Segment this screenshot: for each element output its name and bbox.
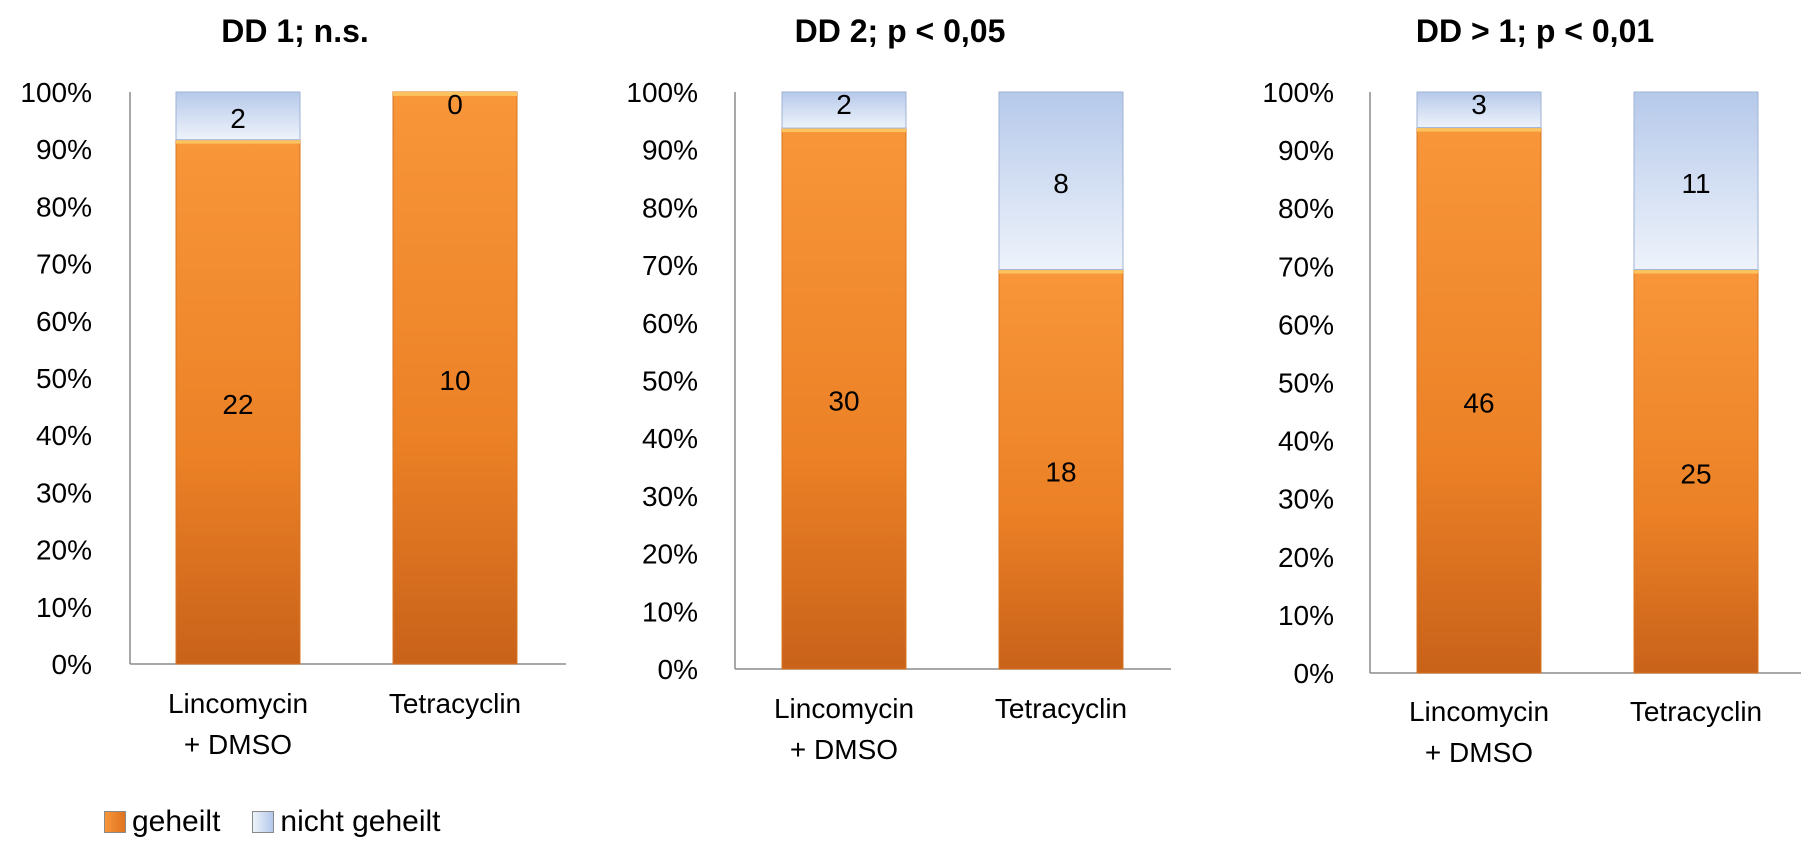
y-tick-label: 50%: [1278, 368, 1334, 399]
data-label: 22: [222, 389, 253, 420]
chart-panel-3: DD > 1; p < 0,01 0% 10% 20% 30% 40% 50% 60% 70% 8…: [1262, 13, 1801, 768]
y-tick-label: 0%: [1294, 658, 1334, 689]
legend-label-geheilt: geheilt: [132, 805, 221, 838]
y-tick-label: 50%: [36, 363, 92, 394]
y-tick-label: 80%: [36, 191, 92, 222]
y-tick-label: 100%: [626, 77, 698, 108]
legend-swatch-geheilt: [104, 811, 126, 833]
bar-segment-geheilt: [392, 91, 518, 665]
chart-title: DD 2; p < 0,05: [795, 13, 1006, 49]
legend-label-nicht-geheilt: nicht geheilt: [280, 805, 441, 838]
y-tick-label: 10%: [1278, 600, 1334, 631]
data-label: 25: [1680, 458, 1711, 489]
y-tick-label: 20%: [642, 539, 698, 570]
bar-highlight: [782, 128, 906, 133]
bar-segment-nicht-geheilt: [175, 91, 301, 141]
x-category-label: + DMSO: [184, 729, 292, 760]
y-tick-label: 40%: [642, 423, 698, 454]
chart-title: DD 1; n.s.: [221, 13, 369, 49]
bar-segment-geheilt: [1633, 269, 1759, 674]
y-tick-label: 70%: [36, 249, 92, 280]
data-label: 30: [828, 386, 859, 417]
y-tick-label: 90%: [36, 134, 92, 165]
data-label: 3: [1471, 89, 1487, 120]
y-tick-label: 30%: [642, 481, 698, 512]
y-tick-label: 20%: [36, 535, 92, 566]
bar-segment-geheilt: [781, 127, 907, 670]
y-tick-label: 80%: [642, 192, 698, 223]
legend-swatch-nicht-geheilt: [252, 811, 275, 833]
charts-canvas: DD 1; n.s.0%10%20%30%40%50%60%70%80%90%1…: [20, 13, 1801, 768]
y-tick-label: 10%: [36, 592, 92, 623]
y-tick-label: 50%: [642, 366, 698, 397]
chart-legend: geheilt nicht geheilt: [104, 804, 441, 840]
bar-highlight: [393, 92, 517, 96]
bar-segment-nicht-geheilt: [1416, 91, 1542, 129]
y-tick-label: 40%: [36, 420, 92, 451]
y-tick-label: 80%: [1278, 193, 1334, 224]
data-label: 8: [1053, 168, 1069, 199]
chart-panel-2: DD 2; p < 0,05 0% 10% 20% 30% 40% 50% 60% 70% 80%…: [626, 13, 1171, 765]
data-label: 0: [447, 89, 463, 120]
y-tick-label: 30%: [36, 477, 92, 508]
y-tick-label: 30%: [1278, 484, 1334, 515]
bar-segment-nicht-geheilt: [998, 91, 1124, 271]
y-tick-label: 90%: [642, 135, 698, 166]
bar-highlight: [176, 139, 300, 144]
y-tick-label: 100%: [20, 77, 92, 108]
y-tick-label: 20%: [1278, 542, 1334, 573]
bar-highlight: [1417, 127, 1541, 132]
data-label: 18: [1045, 456, 1076, 487]
y-tick-label: 0%: [658, 654, 698, 685]
data-label: 10: [439, 365, 470, 396]
x-category-label: Tetracyclin: [389, 688, 521, 719]
y-tick-label: 90%: [1278, 135, 1334, 166]
y-tick-label: 70%: [1278, 251, 1334, 282]
data-label: 11: [1681, 168, 1710, 199]
data-label: 46: [1463, 387, 1494, 418]
x-category-label: + DMSO: [790, 734, 898, 765]
data-label: 2: [230, 103, 246, 134]
y-tick-label: 100%: [1262, 77, 1334, 108]
y-tick-label: 60%: [1278, 309, 1334, 340]
y-tick-label: 60%: [642, 308, 698, 339]
data-label: 2: [836, 89, 852, 120]
chart-title: DD > 1; p < 0,01: [1416, 13, 1654, 49]
y-tick-label: 60%: [36, 306, 92, 337]
y-tick-label: 70%: [642, 250, 698, 281]
x-category-label: Lincomycin: [774, 693, 914, 724]
legend-item-geheilt: geheilt: [104, 805, 220, 839]
bar-segment-geheilt: [175, 139, 301, 665]
chart-panel-1: DD 1; n.s. 0% 10% 20% 30% 40% 50% 60% 70% 80% 90% 1…: [20, 13, 566, 760]
y-tick-label: 10%: [642, 596, 698, 627]
y-tick-label: 0%: [52, 649, 92, 680]
legend-item-nicht-geheilt: nicht geheilt: [252, 805, 441, 839]
x-category-label: Lincomycin: [1409, 696, 1549, 727]
x-category-label: Tetracyclin: [1630, 696, 1762, 727]
x-category-label: Tetracyclin: [995, 693, 1127, 724]
y-tick-label: 40%: [1278, 426, 1334, 457]
bar-segment-nicht-geheilt: [781, 91, 907, 129]
bar-segment-geheilt: [1416, 127, 1542, 674]
bar-highlight: [1634, 269, 1758, 274]
x-category-label: + DMSO: [1425, 737, 1533, 768]
bar-segment-geheilt: [998, 269, 1124, 670]
bar-highlight: [999, 269, 1123, 274]
x-category-label: Lincomycin: [168, 688, 308, 719]
bar-segment-nicht-geheilt: [1633, 91, 1759, 271]
